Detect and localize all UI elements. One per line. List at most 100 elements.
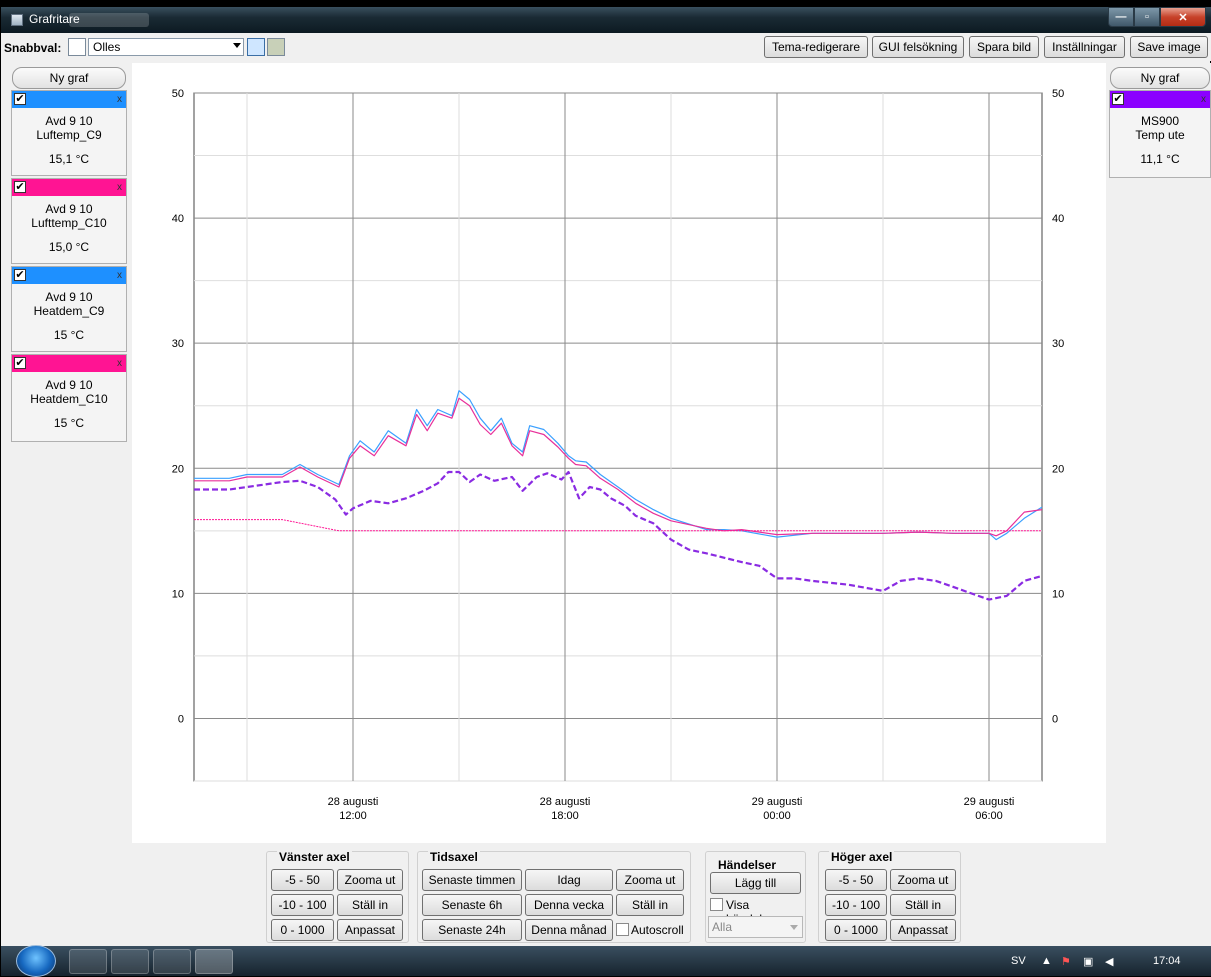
remove-icon[interactable]: x [117, 270, 122, 281]
grafritare-task-icon[interactable] [195, 949, 233, 974]
time-axis-title: Tidsaxel [428, 850, 480, 864]
right-axis-set-button[interactable]: Ställ in [890, 894, 956, 916]
series-name-2: Heatdem_C9 [33, 304, 105, 318]
y-tick-label-left: 10 [172, 588, 184, 600]
remove-icon[interactable]: x [1201, 94, 1206, 105]
chart-area[interactable]: 0 0 10 10 20 20 30 30 40 40 50 50 28 augusti 12:00 28 … [132, 63, 1106, 843]
firefox-icon[interactable] [111, 949, 149, 974]
y-tick-label-left: 30 [172, 338, 184, 350]
series-card-4[interactable]: ✔ x Avd 9 10 Heatdem_C10 15 °C [11, 354, 127, 442]
right-axis-range-10-100[interactable]: -10 - 100 [825, 894, 887, 916]
right-axis-range-0-1000[interactable]: 0 - 1000 [825, 919, 887, 941]
series-card-1[interactable]: ✔ x Avd 9 10 Luftemp_C9 15,1 °C [11, 90, 127, 176]
tray-arrow-icon[interactable]: ▲ [1041, 955, 1052, 967]
window-title: Grafritare [29, 12, 80, 26]
settings-button[interactable]: Inställningar [1044, 36, 1125, 58]
taskbar: SV ▲ ⚑ ▣ ◀ 17:04 [1, 945, 1211, 977]
minimize-icon[interactable]: — [1108, 7, 1134, 27]
series-card-3[interactable]: ✔ x Avd 9 10 Heatdem_C9 15 °C [11, 266, 127, 352]
checkbox-icon[interactable]: ✔ [14, 93, 26, 105]
last-24h-button[interactable]: Senaste 24h [422, 919, 522, 941]
right-axis-zoom-out-button[interactable]: Zooma ut [890, 869, 956, 891]
left-axis-range-5-50[interactable]: -5 - 50 [271, 869, 334, 891]
events-group: Händelser Lägg till Visa händelser Alla [705, 851, 806, 943]
bottom-controls: Vänster axel -5 - 50 Zooma ut -10 - 100 … [1, 843, 1211, 946]
network-icon[interactable]: ▣ [1083, 956, 1094, 968]
series-name-1: Avd 9 10 [45, 378, 93, 392]
remove-icon[interactable]: x [117, 358, 122, 369]
clock[interactable]: 17:04 [1153, 955, 1181, 967]
window-app-icon[interactable] [153, 949, 191, 974]
language-indicator[interactable]: SV [1011, 955, 1026, 967]
close-icon[interactable]: ✕ [1160, 7, 1206, 27]
y-tick-label-left: 20 [172, 463, 184, 475]
autoscroll-checkbox[interactable] [616, 923, 629, 936]
left-axis-group: Vänster axel -5 - 50 Zooma ut -10 - 100 … [266, 850, 409, 943]
checkbox-icon[interactable]: ✔ [1112, 93, 1124, 105]
right-axis-range-5-50[interactable]: -5 - 50 [825, 869, 887, 891]
time-set-button[interactable]: Ställ in [616, 894, 684, 916]
new-graph-button-right[interactable]: Ny graf [1110, 67, 1210, 89]
today-button[interactable]: Idag [525, 869, 613, 891]
chevron-down-icon [790, 925, 798, 930]
flag-icon[interactable]: ⚑ [1061, 956, 1071, 968]
left-axis-custom-button[interactable]: Anpassat [337, 919, 403, 941]
right-axis-custom-button[interactable]: Anpassat [890, 919, 956, 941]
series-name-1: Avd 9 10 [45, 114, 93, 128]
y-tick-label-right: 50 [1052, 88, 1064, 100]
y-tick-label-left: 0 [178, 713, 184, 725]
add-event-button[interactable]: Lägg till [710, 872, 801, 894]
series-value: 15,1 °C [48, 152, 90, 166]
series-name-2: Luftemp_C9 [36, 128, 102, 142]
y-tick-label-right: 0 [1052, 713, 1058, 725]
checkbox-icon[interactable]: ✔ [14, 357, 26, 369]
explorer-icon[interactable] [69, 949, 107, 974]
y-tick-label-left: 50 [172, 88, 184, 100]
this-week-button[interactable]: Denna vecka [525, 894, 613, 916]
maximize-icon[interactable]: ▫ [1134, 7, 1160, 27]
events-title: Händelser [716, 858, 779, 872]
x-tick-time: 18:00 [551, 810, 579, 822]
gui-debug-button[interactable]: GUI felsökning [872, 36, 964, 58]
save-image-button[interactable]: Save image [1130, 36, 1208, 58]
series-card-right-1[interactable]: ✔ x MS900 Temp ute 11,1 °C [1109, 90, 1211, 178]
series-line-4 [194, 470, 1043, 601]
title-bar: Grafritare — ▫ ✕ [1, 1, 1211, 33]
quick-select-combo[interactable]: Olles [88, 38, 244, 56]
window-controls: — ▫ ✕ [1108, 7, 1206, 27]
y-tick-label-right: 30 [1052, 338, 1064, 350]
refresh-icon[interactable] [247, 38, 265, 56]
time-zoom-out-button[interactable]: Zooma ut [616, 869, 684, 891]
left-axis-range-10-100[interactable]: -10 - 100 [271, 894, 334, 916]
series-name-2: Temp ute [1135, 128, 1185, 142]
series-card-header: ✔ x [12, 355, 126, 372]
series-line-1 [194, 390, 1043, 541]
left-axis-set-button[interactable]: Ställ in [337, 894, 403, 916]
last-hour-button[interactable]: Senaste timmen [422, 869, 522, 891]
chart-svg[interactable]: 0 0 10 10 20 20 30 30 40 40 50 50 28 augusti 12:00 28 … [132, 63, 1106, 843]
start-orb-icon[interactable] [16, 945, 56, 977]
left-axis-range-0-1000[interactable]: 0 - 1000 [271, 919, 334, 941]
save-icon[interactable] [267, 38, 285, 56]
remove-icon[interactable]: x [117, 182, 122, 193]
volume-icon[interactable]: ◀ [1105, 956, 1114, 968]
series-value: 15 °C [53, 416, 85, 430]
new-document-icon[interactable] [68, 38, 86, 56]
events-filter-value: Alla [712, 920, 733, 934]
left-axis-zoom-out-button[interactable]: Zooma ut [337, 869, 403, 891]
series-card-2[interactable]: ✔ x Avd 9 10 Lufttemp_C10 15,0 °C [11, 178, 127, 264]
left-series-panel: Ny graf ✔ x Avd 9 10 Luftemp_C9 15,1 °C ✔… [1, 63, 132, 843]
checkbox-icon[interactable]: ✔ [14, 181, 26, 193]
chevron-down-icon [233, 43, 241, 48]
last-6h-button[interactable]: Senaste 6h [422, 894, 522, 916]
series-name-1: Avd 9 10 [45, 202, 93, 216]
new-graph-button-left[interactable]: Ny graf [12, 67, 126, 89]
save-picture-button[interactable]: Spara bild [969, 36, 1039, 58]
remove-icon[interactable]: x [117, 94, 122, 105]
this-month-button[interactable]: Denna månad [525, 919, 613, 941]
show-events-checkbox[interactable] [710, 898, 723, 911]
events-filter-select[interactable]: Alla [708, 916, 803, 938]
checkbox-icon[interactable]: ✔ [14, 269, 26, 281]
series-line-2 [194, 397, 1043, 537]
theme-editor-button[interactable]: Tema-redigerare [764, 36, 868, 58]
